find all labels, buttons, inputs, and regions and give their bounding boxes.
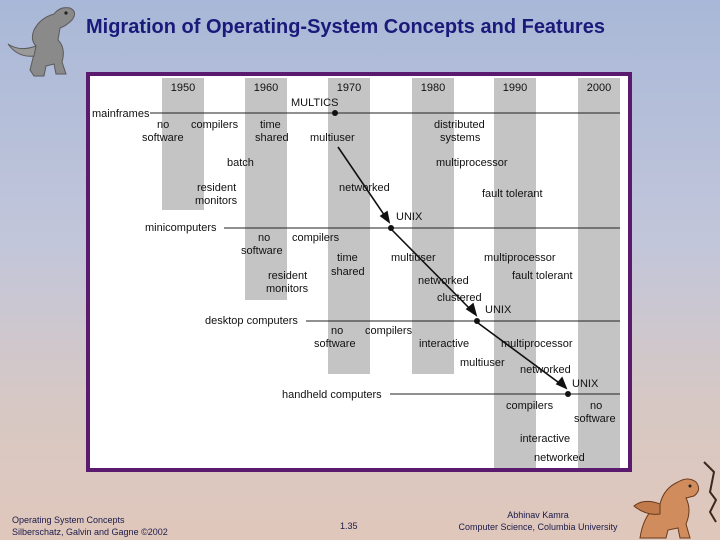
mini-clustered: clustered (437, 292, 482, 304)
year-2000: 2000 (587, 82, 611, 94)
footer-authors: Silberschatz, Galvin and Gagne ©2002 (12, 527, 168, 537)
dot-desktop (474, 318, 480, 324)
mini-monitors: monitors (266, 283, 309, 295)
track-dots (332, 110, 571, 397)
mini-fault-tolerant: fault tolerant (512, 270, 573, 282)
hh-compilers: compilers (506, 400, 554, 412)
minicomputers-label: minicomputers (145, 222, 217, 234)
dinosaur-logo-top (7, 7, 76, 77)
mf-multiprocessor: multiprocessor (436, 157, 508, 169)
multics-label: MULTICS (291, 97, 338, 109)
mini-multiuser: multiuser (391, 252, 436, 264)
desk-networked: networked (520, 364, 571, 376)
desk-software: software (314, 338, 356, 350)
dinosaur-logo-bottom (633, 461, 718, 539)
mf-systems: systems (440, 132, 481, 144)
mini-time: time (337, 252, 358, 264)
mf-fault-tolerant: fault tolerant (482, 188, 543, 200)
mini-compilers: compilers (292, 232, 340, 244)
mini-shared: shared (331, 266, 365, 278)
desk-multiprocessor: multiprocessor (501, 338, 573, 350)
column-1990 (494, 78, 536, 468)
arrowhead-1 (379, 210, 391, 224)
mainframes-label: mainframes (92, 108, 150, 120)
mini-networked: networked (418, 275, 469, 287)
dot-handheld (565, 391, 571, 397)
year-1990: 1990 (503, 82, 527, 94)
mini-unix: UNIX (485, 304, 512, 316)
mf-shared: shared (255, 132, 289, 144)
footer-book-title: Operating System Concepts (12, 515, 125, 525)
year-1980: 1980 (421, 82, 445, 94)
arrowhead-3 (555, 376, 568, 390)
column-1950 (162, 78, 204, 210)
mf-monitors: monitors (195, 195, 238, 207)
mini-software: software (241, 245, 283, 257)
footer-right: Abhinav Kamra Computer Science, Columbia… (448, 509, 628, 533)
year-1950: 1950 (171, 82, 195, 94)
mf-unix: UNIX (396, 211, 423, 223)
arrowhead-2 (465, 302, 478, 317)
desk-no: no (331, 325, 343, 337)
mini-no: no (258, 232, 270, 244)
slide-title: Migration of Operating-System Concepts a… (86, 16, 605, 38)
mf-networked: networked (339, 182, 390, 194)
footer-presenter: Abhinav Kamra (507, 510, 569, 520)
arrow-desktop-to-handheld (477, 322, 567, 389)
mf-no: no (157, 119, 169, 131)
desk-multiuser: multiuser (460, 357, 505, 369)
hh-networked: networked (534, 452, 585, 464)
desk-interactive: interactive (419, 338, 469, 350)
desk-unix: UNIX (572, 378, 599, 390)
dot-multics (332, 110, 338, 116)
mf-resident: resident (197, 182, 236, 194)
mf-time: time (260, 119, 281, 131)
mf-software: software (142, 132, 184, 144)
hh-software: software (574, 413, 616, 425)
migration-arrows (337, 146, 568, 390)
footer-affiliation: Computer Science, Columbia University (458, 522, 618, 532)
arrow-mini-to-desktop (391, 229, 477, 316)
year-1960: 1960 (254, 82, 278, 94)
column-2000 (578, 78, 620, 468)
mini-multiprocessor: multiprocessor (484, 252, 556, 264)
handheld-label: handheld computers (282, 389, 382, 401)
year-1970: 1970 (337, 82, 361, 94)
page-number: 1.35 (340, 521, 358, 531)
column-1970 (328, 78, 370, 374)
mf-multiuser: multiuser (310, 132, 355, 144)
dot-mini (388, 225, 394, 231)
desktop-label: desktop computers (205, 315, 298, 327)
desk-compilers: compilers (365, 325, 413, 337)
column-1960 (245, 78, 287, 300)
decade-columns (162, 78, 620, 468)
mf-compilers: compilers (191, 119, 239, 131)
footer-left: Operating System Concepts Silberschatz, … (12, 514, 168, 538)
mf-distributed: distributed (434, 119, 485, 131)
mini-resident: resident (268, 270, 307, 282)
hh-interactive: interactive (520, 433, 570, 445)
column-1980 (412, 78, 454, 374)
arrow-mainframe-to-mini (337, 146, 390, 223)
mf-batch: batch (227, 157, 254, 169)
hh-no: no (590, 400, 602, 412)
